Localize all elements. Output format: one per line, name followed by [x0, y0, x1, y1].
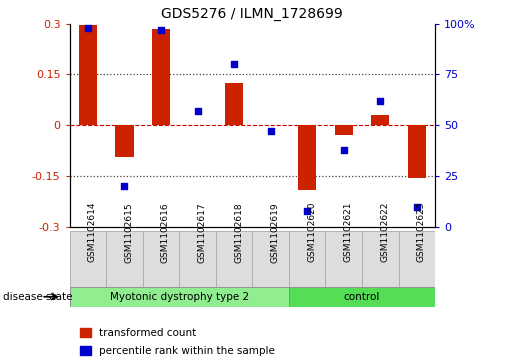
Text: GSM1102623: GSM1102623 [417, 202, 426, 262]
Bar [399, 231, 435, 287]
Point [230, 61, 238, 67]
Bar [298, 125, 316, 189]
Text: GSM1102615: GSM1102615 [125, 202, 133, 262]
Text: GSM1102614: GSM1102614 [88, 202, 97, 262]
Point [83, 25, 92, 30]
Text: GSM1102616: GSM1102616 [161, 202, 170, 262]
Bar [106, 231, 143, 287]
Bar [225, 83, 243, 125]
Bar [408, 125, 426, 178]
Text: GSM1102617: GSM1102617 [197, 202, 207, 262]
Bar [335, 125, 353, 135]
Bar [325, 231, 362, 287]
Text: Myotonic dystrophy type 2: Myotonic dystrophy type 2 [110, 292, 249, 302]
Bar [80, 328, 92, 337]
Bar [143, 231, 179, 287]
Bar [362, 231, 399, 287]
Text: percentile rank within the sample: percentile rank within the sample [99, 346, 274, 356]
Bar [371, 115, 389, 125]
Bar [70, 231, 106, 287]
Bar [115, 125, 133, 158]
Bar [252, 231, 289, 287]
Bar [152, 29, 170, 125]
Bar [216, 231, 252, 287]
Bar [80, 346, 92, 355]
Point [376, 98, 384, 104]
Text: GSM1102622: GSM1102622 [380, 202, 389, 262]
Point [267, 129, 275, 134]
Point [303, 208, 311, 213]
Text: GSM1102620: GSM1102620 [307, 202, 316, 262]
Point [157, 27, 165, 33]
Point [413, 204, 421, 209]
Text: GSM1102618: GSM1102618 [234, 202, 243, 262]
Bar [79, 25, 97, 125]
Title: GDS5276 / ILMN_1728699: GDS5276 / ILMN_1728699 [162, 7, 343, 21]
Bar [289, 287, 435, 307]
Bar [70, 287, 289, 307]
Text: disease state: disease state [3, 292, 72, 302]
Bar [179, 231, 216, 287]
Text: GSM1102621: GSM1102621 [344, 202, 353, 262]
Text: transformed count: transformed count [99, 327, 196, 338]
Point [193, 108, 201, 114]
Text: control: control [344, 292, 380, 302]
Point [340, 147, 348, 152]
Point [120, 183, 129, 189]
Text: GSM1102619: GSM1102619 [271, 202, 280, 262]
Bar [289, 231, 325, 287]
